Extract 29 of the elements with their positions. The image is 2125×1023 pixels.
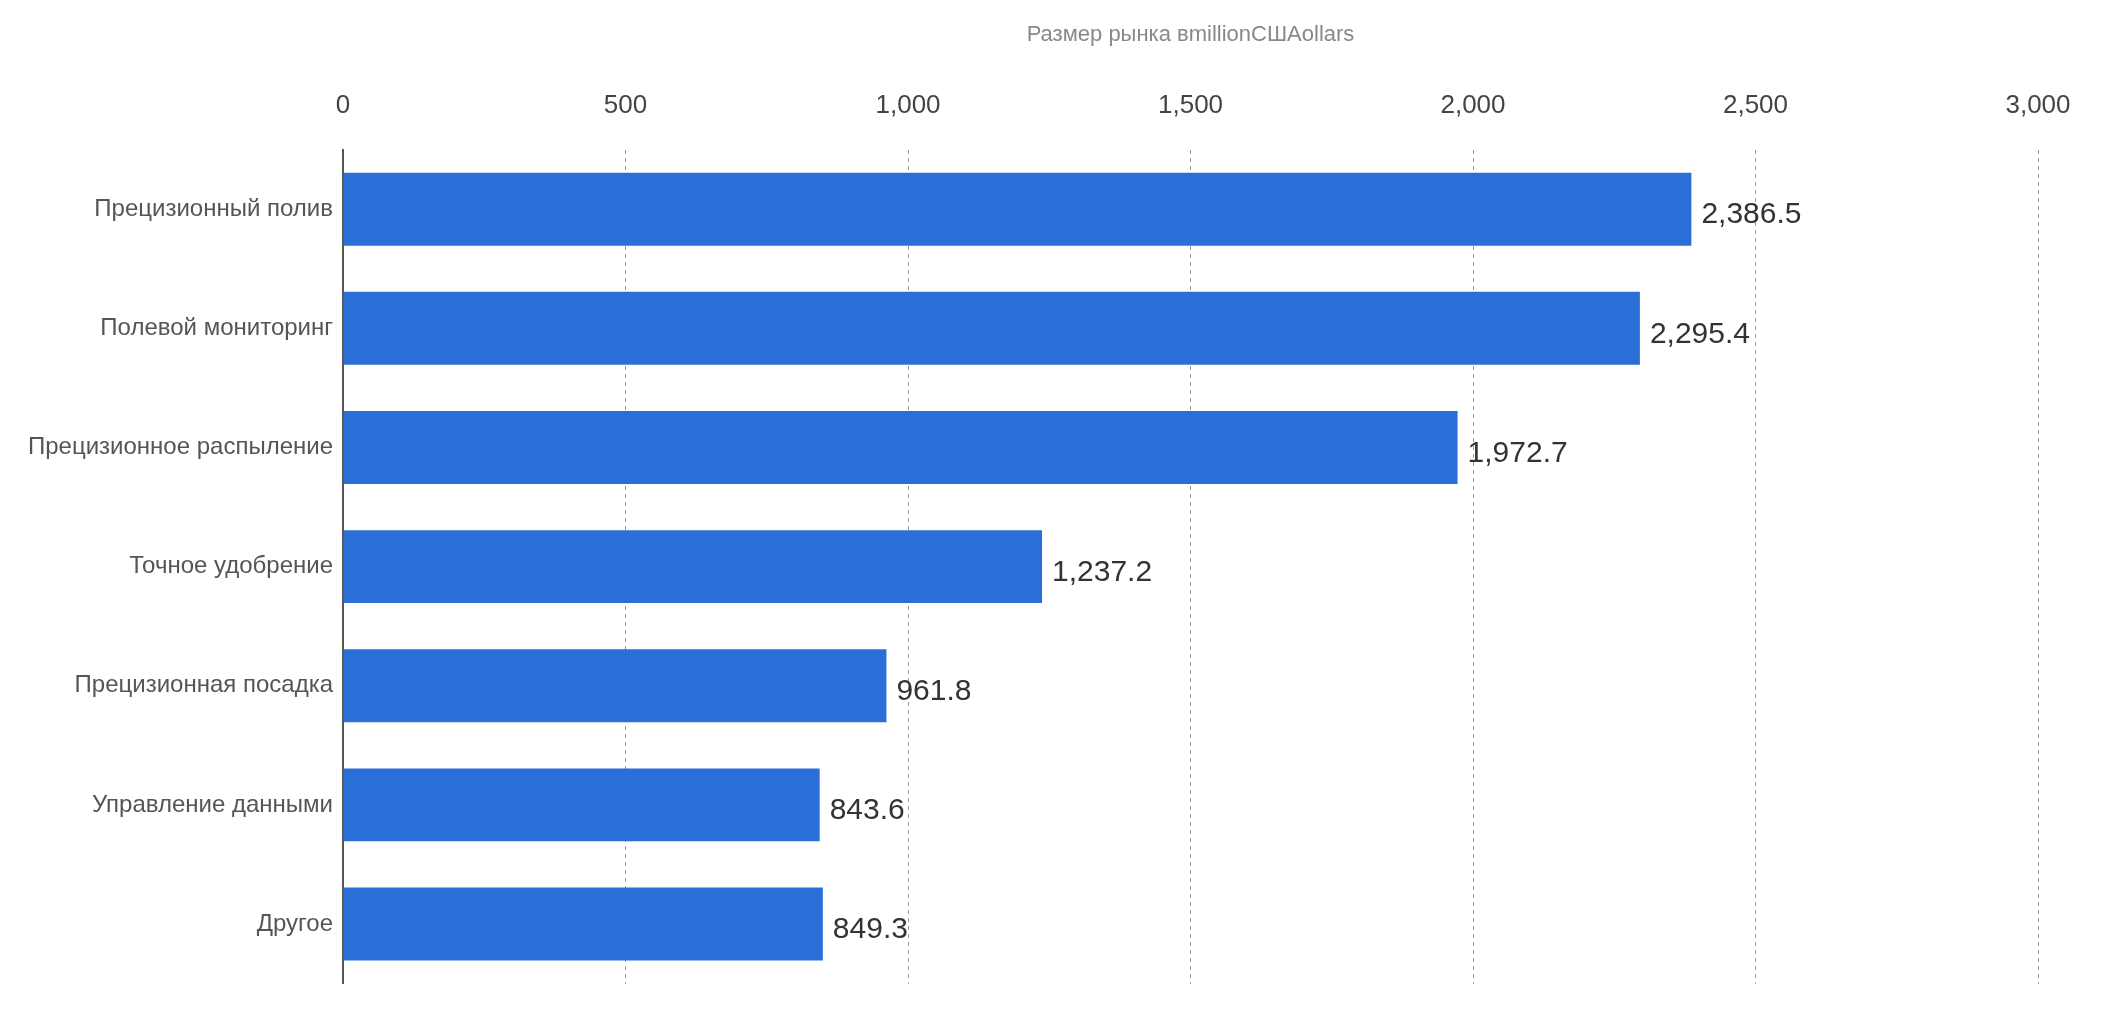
y-tick-label: Точное удобрение [129, 551, 334, 579]
bar [343, 887, 823, 961]
y-tick-label: Прецизионный полив [94, 193, 334, 221]
x-axis-title: Размер рынка вmillionСШАollars [1026, 21, 1355, 47]
y-tick-label: Полевой мониторинг [100, 312, 334, 340]
x-tick-label: 2,000 [1440, 89, 1506, 120]
y-tick-label: Прецизионная посадка [74, 670, 334, 698]
data-label: 849.3 [832, 911, 908, 945]
bar [343, 768, 820, 842]
data-label: 961.8 [896, 673, 972, 707]
bar [343, 649, 887, 723]
bar [343, 411, 1458, 484]
y-tick-label: Прецизионное распыление [28, 432, 334, 460]
bar [343, 530, 1043, 604]
data-label: 1,237.2 [1052, 553, 1153, 587]
y-tick-label: Другое [256, 908, 334, 936]
bar [343, 291, 1640, 365]
data-label: 843.6 [829, 792, 905, 826]
x-tick-label: 500 [603, 89, 648, 120]
data-label: 1,972.7 [1467, 434, 1568, 468]
x-tick-label: 3,000 [2005, 89, 2071, 120]
bar [343, 172, 1692, 246]
data-label: 2,295.4 [1649, 315, 1750, 349]
x-tick-label: 2,500 [1722, 89, 1789, 120]
x-tick-label: 0 [335, 89, 351, 120]
x-tick-label: 1,500 [1157, 89, 1224, 120]
y-tick-label: Управление данными [91, 789, 334, 817]
data-label: 2,386.5 [1701, 196, 1802, 230]
x-tick-label: 1,000 [875, 89, 941, 120]
